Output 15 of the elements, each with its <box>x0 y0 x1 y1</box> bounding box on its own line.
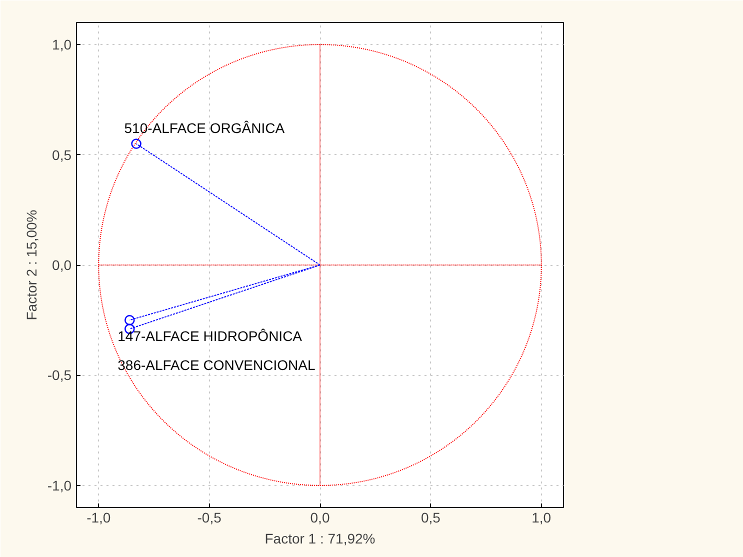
x-tick-label: 1,0 <box>532 510 552 526</box>
x-tick-label: -1,0 <box>86 510 111 526</box>
x-tick-label: 0,0 <box>310 510 330 526</box>
y-tick-label: 0,0 <box>52 257 72 273</box>
y-tick-label: -0,5 <box>47 367 72 384</box>
y-tick-label: -1,0 <box>47 477 72 494</box>
y-tick-label: 1,0 <box>52 36 72 53</box>
annotation: 510-ALFACE ORGÂNICA <box>124 120 286 136</box>
y-tick-label: 0,5 <box>52 146 72 163</box>
y-axis-title: Factor 2 : 15,00% <box>23 210 40 320</box>
annotation: 147-ALFACE HIDROPÔNICA <box>118 328 303 344</box>
x-tick-label: 0,5 <box>420 510 441 526</box>
annotation: 386-ALFACE CONVENCIONAL <box>118 356 316 373</box>
x-tick-label: -0,5 <box>197 510 222 526</box>
x-axis-title: Factor 1 : 71,92% <box>264 530 376 546</box>
